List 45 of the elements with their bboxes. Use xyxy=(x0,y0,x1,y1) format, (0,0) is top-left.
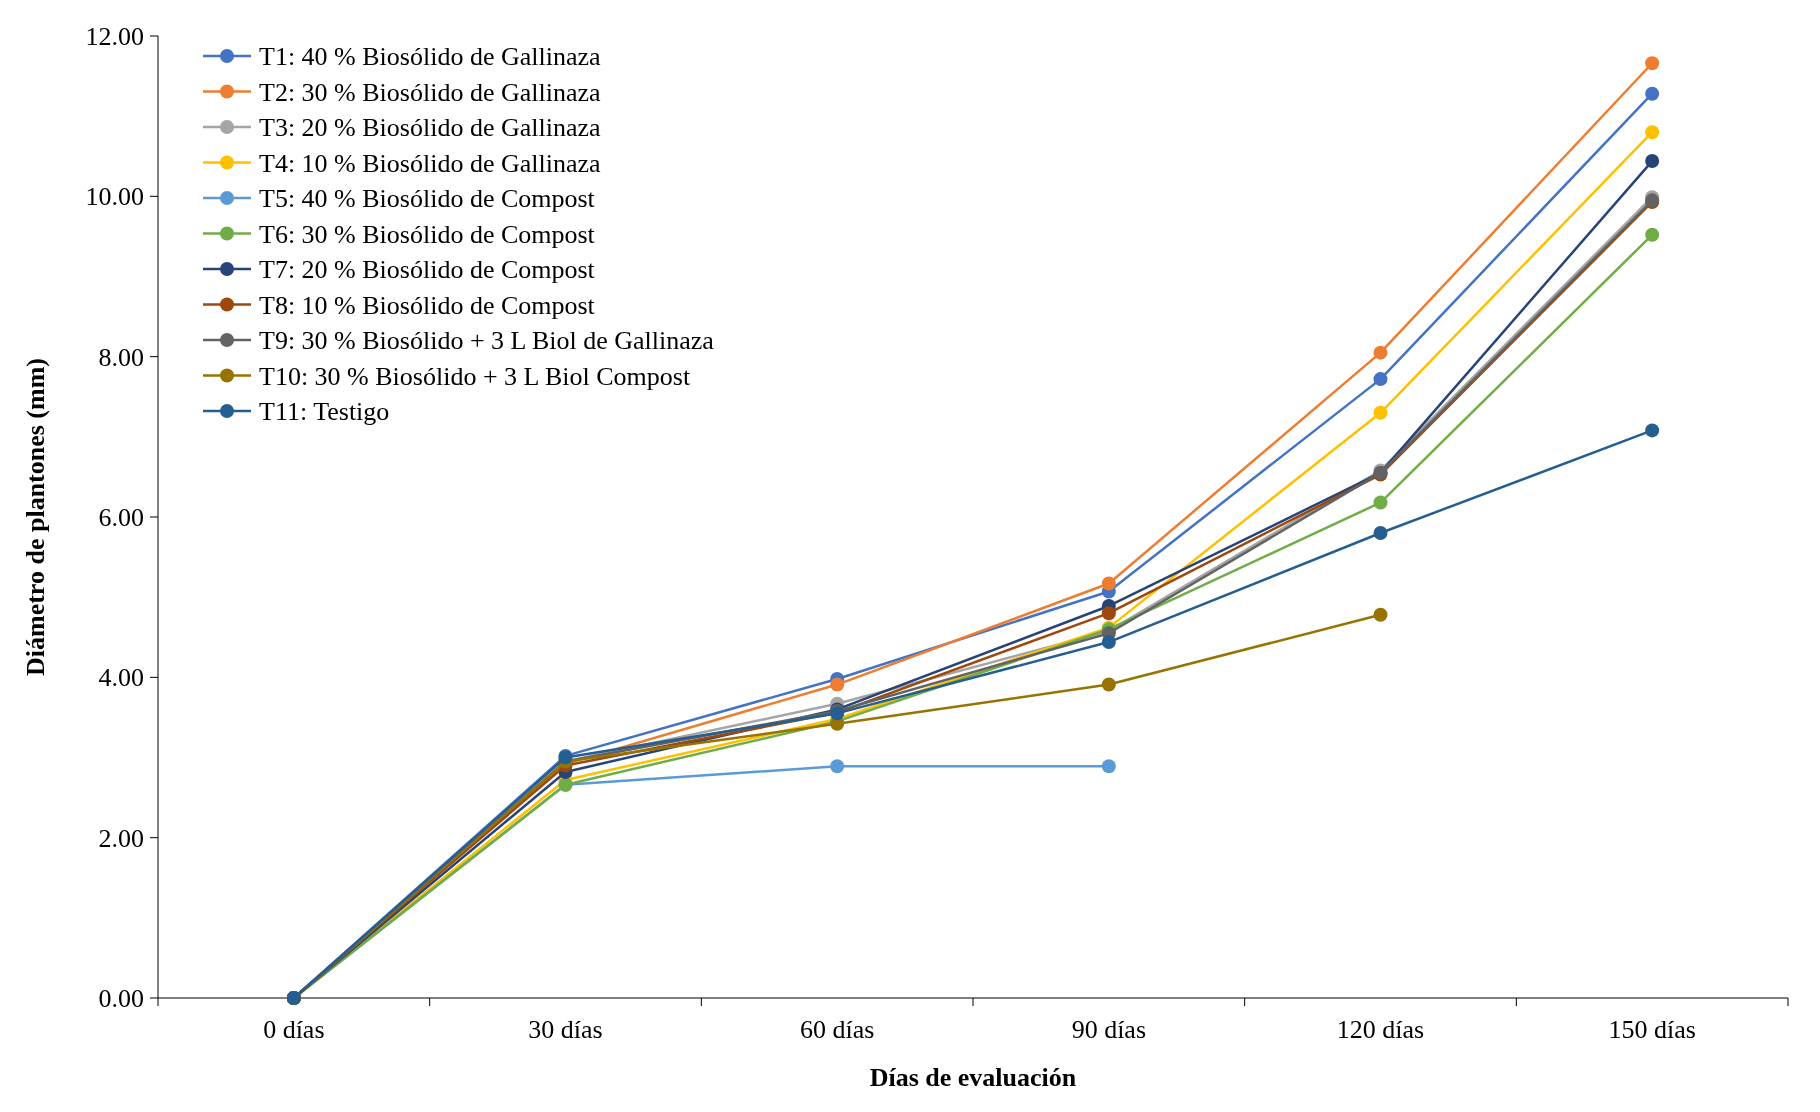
legend-label: T9: 30 % Biosólido + 3 L Biol de Gallinaza xyxy=(259,326,715,356)
point xyxy=(1645,227,1660,242)
x-axis-title: Días de evaluación xyxy=(869,1063,1077,1092)
point xyxy=(1645,154,1660,169)
point xyxy=(1373,495,1388,510)
legend-label: T2: 30 % Biosólido de Gallinaza xyxy=(259,77,601,107)
legend-label: T6: 30 % Biosólido de Compost xyxy=(259,219,596,249)
point xyxy=(1373,607,1388,622)
legend-label: T3: 20 % Biosólido de Gallinaza xyxy=(259,113,601,143)
legend-label: T5: 40 % Biosólido de Compost xyxy=(259,184,596,214)
y-tick-label: 10.00 xyxy=(85,182,144,212)
point xyxy=(1373,526,1388,541)
point xyxy=(1645,86,1660,101)
x-tick-label: 120 días xyxy=(1336,1015,1425,1044)
x-tick-label: 30 días xyxy=(528,1015,603,1044)
point xyxy=(1373,372,1388,387)
point xyxy=(1645,423,1660,438)
y-tick-label: 4.00 xyxy=(98,663,144,693)
legend-label: T7: 20 % Biosólido de Compost xyxy=(259,255,596,285)
y-tick-label: 0.00 xyxy=(98,984,144,1014)
point xyxy=(1645,56,1660,71)
point xyxy=(1101,677,1116,692)
y-tick-label: 2.00 xyxy=(98,823,144,853)
point xyxy=(1101,759,1116,774)
legend-label: T1: 40 % Biosólido de Gallinaza xyxy=(259,42,601,72)
point xyxy=(1373,345,1388,360)
x-tick-label: 0 días xyxy=(263,1015,325,1044)
y-tick-label: 8.00 xyxy=(98,342,144,372)
point xyxy=(830,759,845,774)
legend-label: T10: 30 % Biosólido + 3 L Biol Compost xyxy=(259,361,691,391)
x-tick-label: 90 días xyxy=(1071,1015,1147,1044)
point xyxy=(1645,125,1660,140)
point xyxy=(1101,635,1116,650)
legend-label: T11: Testigo xyxy=(259,397,390,427)
x-tick-label: 60 días xyxy=(799,1015,875,1044)
legend-label: T4: 10 % Biosólido de Gallinaza xyxy=(259,148,601,178)
y-axis-title: Diámetro de plantones (mm) xyxy=(21,358,50,676)
point xyxy=(1101,606,1116,621)
point xyxy=(830,677,845,692)
legend-label: T8: 10 % Biosólido de Compost xyxy=(259,290,596,320)
point xyxy=(1101,576,1116,591)
y-tick-label: 12.00 xyxy=(85,22,144,52)
y-tick-label: 6.00 xyxy=(98,503,144,533)
x-tick-label: 150 días xyxy=(1608,1015,1696,1044)
point xyxy=(1373,405,1388,420)
